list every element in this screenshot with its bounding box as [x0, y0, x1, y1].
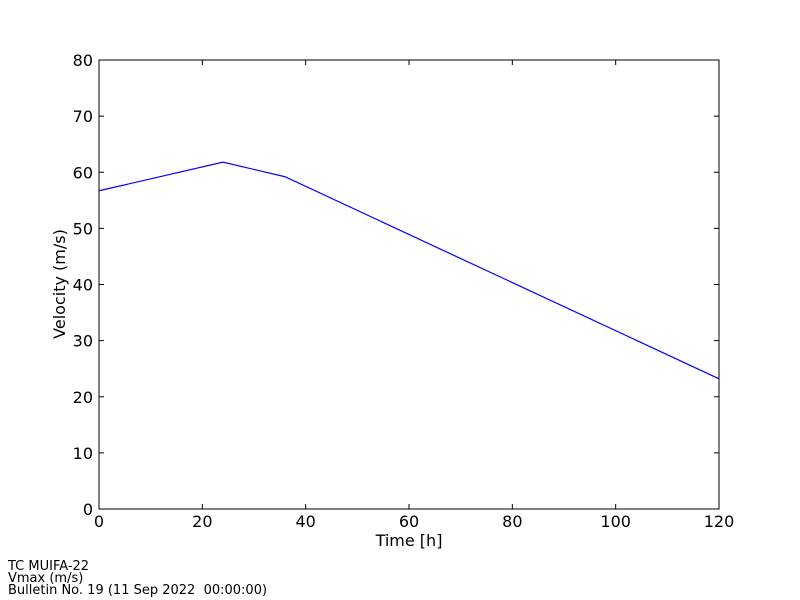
footer-text: Bulletin No. 19 (11 Sep 2022 00:00:00) [8, 583, 267, 598]
y-tick-label: 30 [73, 332, 93, 351]
x-tick-label: 80 [502, 512, 522, 531]
footer-text: Vmax (m/s) [8, 571, 83, 586]
y-tick-label: 70 [73, 107, 93, 126]
x-tick-label: 100 [600, 512, 631, 531]
x-tick-label: 20 [192, 512, 212, 531]
y-tick-label: 0 [83, 500, 93, 519]
y-tick-label: 80 [73, 51, 93, 70]
y-tick-label: 20 [73, 388, 93, 407]
x-axis-label: Time [h] [375, 531, 443, 550]
plot-frame [98, 59, 720, 510]
x-tick-label: 0 [94, 512, 104, 531]
y-tick-label: 50 [73, 219, 93, 238]
y-tick-label: 60 [73, 163, 93, 182]
x-tick-label: 40 [295, 512, 315, 531]
line-series [98, 161, 720, 380]
footer-text: TC MUIFA-22 [7, 559, 89, 574]
x-tick-label: 60 [399, 512, 419, 531]
y-tick-label: 40 [73, 276, 93, 295]
y-axis-label: Velocity (m/s) [50, 229, 69, 339]
x-tick-label: 120 [704, 512, 735, 531]
y-tick-label: 10 [73, 444, 93, 463]
